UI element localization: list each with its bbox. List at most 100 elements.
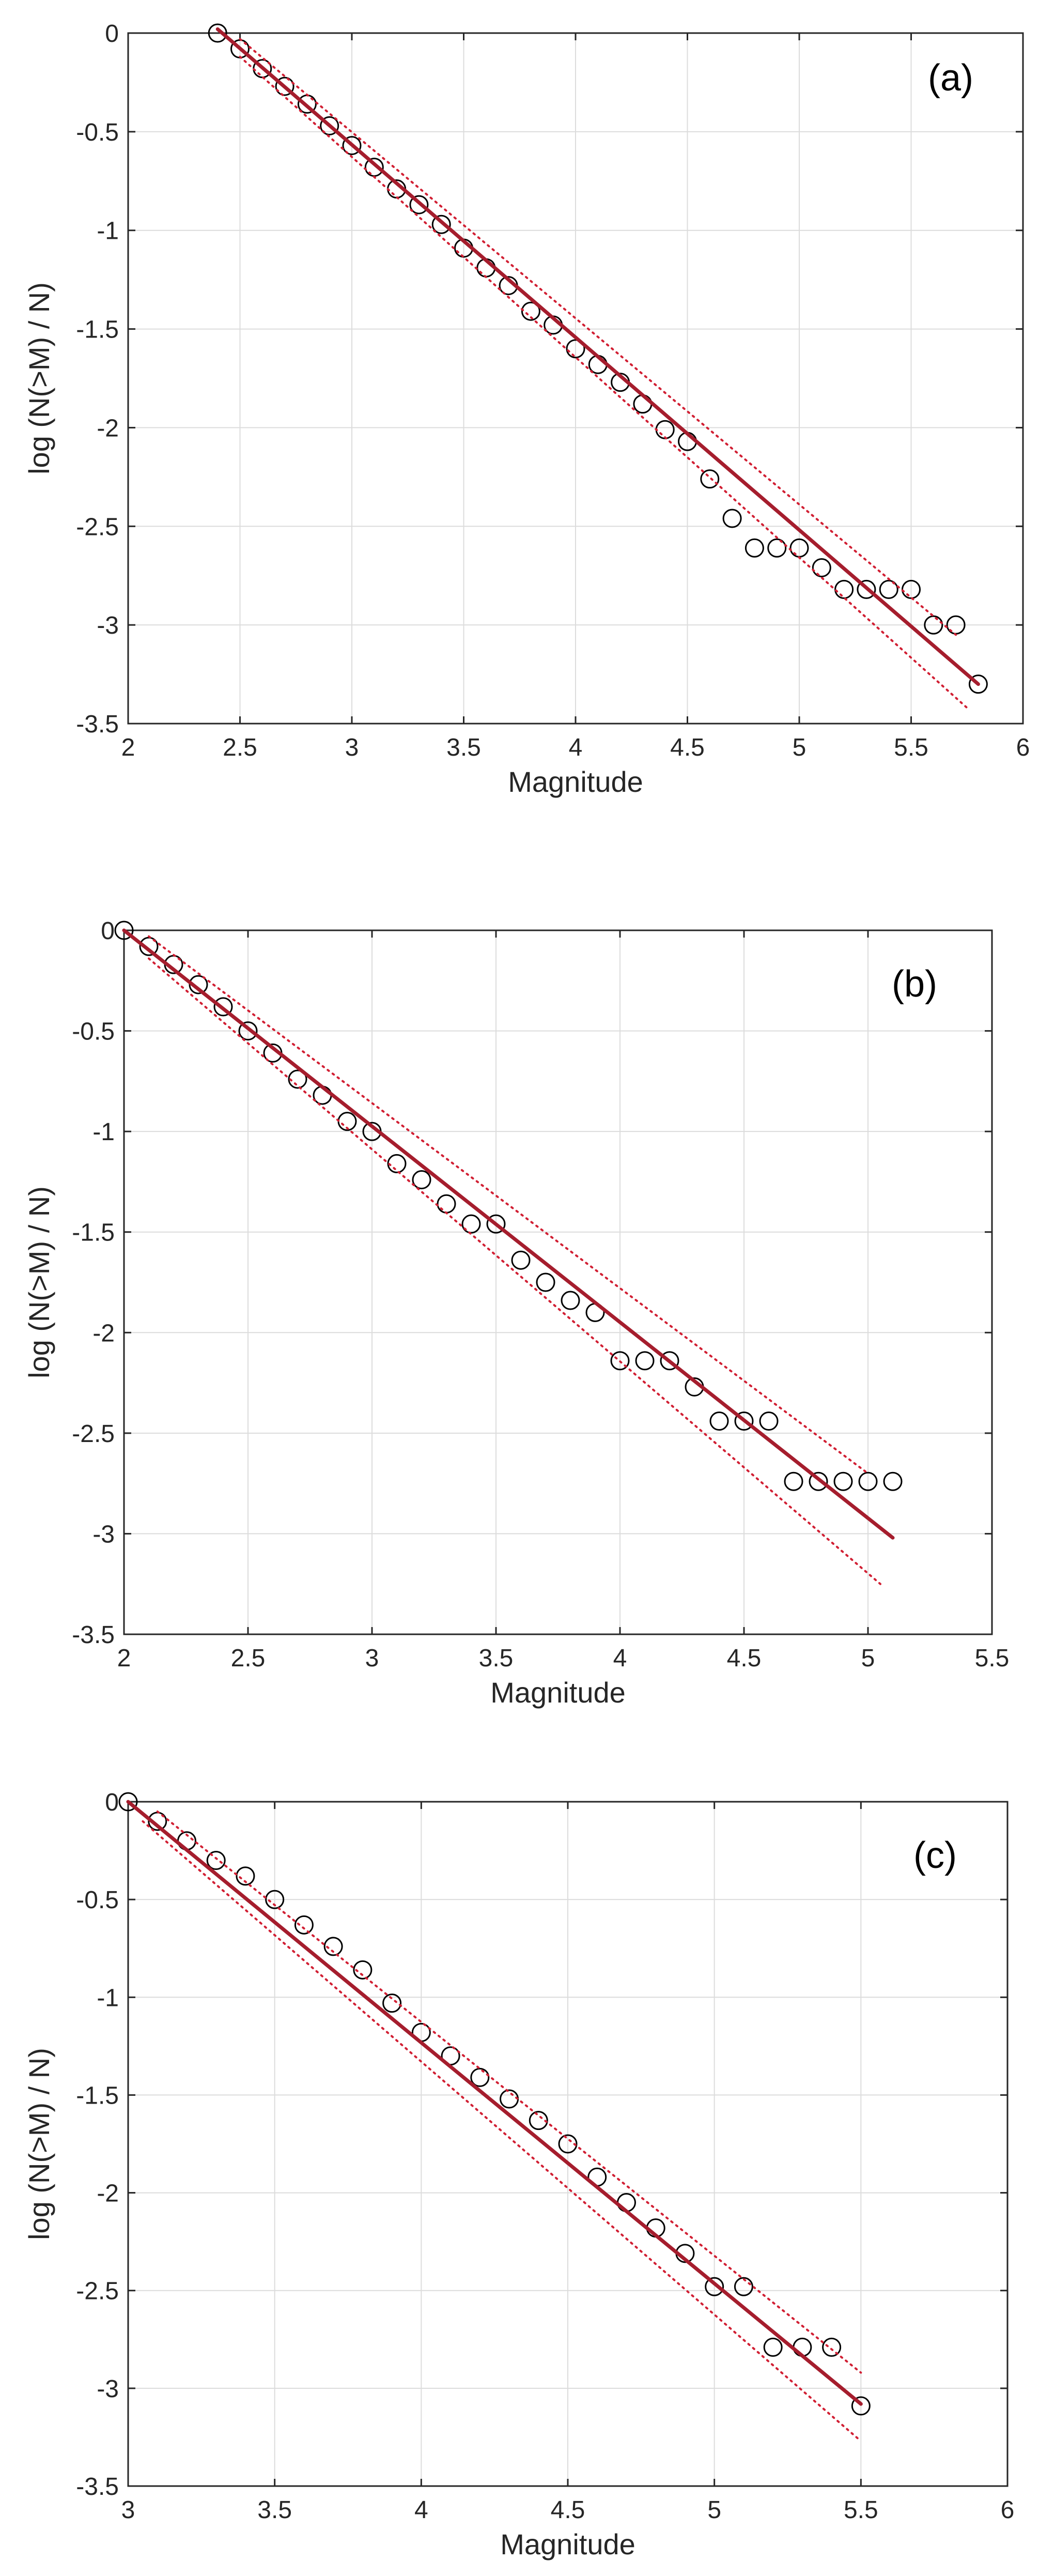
x-tick-label: 5.5 xyxy=(975,1645,1010,1672)
x-tick-label: 5.5 xyxy=(844,2496,878,2524)
y-tick-label: -1.5 xyxy=(72,1219,115,1247)
data-point xyxy=(238,1021,258,1041)
lower-bound-line xyxy=(239,55,968,709)
data-point xyxy=(342,136,362,156)
y-tick-label: -2 xyxy=(97,415,119,442)
data-point xyxy=(809,1471,828,1491)
y-tick-label: -1 xyxy=(92,1118,115,1146)
x-tick-label: 5 xyxy=(793,734,807,761)
y-tick-label: -3.5 xyxy=(72,1621,115,1649)
fit-line xyxy=(215,27,980,686)
data-point xyxy=(968,674,988,694)
x-axis-label: Magnitude xyxy=(490,1676,626,1709)
data-point xyxy=(320,116,339,135)
data-point xyxy=(521,301,540,321)
y-tick-label: -1.5 xyxy=(76,316,119,344)
upper-bound-line xyxy=(239,38,957,636)
y-tick-label: -3 xyxy=(97,612,119,639)
data-point xyxy=(833,1471,853,1491)
chart-panel-3: 3 3.5 4 4.5 5 5.5 6 0 -0.5 -1 -1.5 -2 -2.5 -3 -3.5 Magn… xyxy=(23,1789,1014,2560)
data-point xyxy=(883,1471,903,1491)
x-tick-label: 4 xyxy=(613,1645,627,1672)
y-tick-label: -3.5 xyxy=(76,2473,119,2501)
data-point xyxy=(633,394,653,414)
x-tick-label: 5.5 xyxy=(894,734,928,761)
y-tick-label: -1 xyxy=(97,218,119,245)
y-axis-label: log (N(>M) / N) xyxy=(23,2048,55,2240)
data-point xyxy=(387,1154,407,1173)
y-tick-label: -3.5 xyxy=(76,711,119,738)
data-point xyxy=(655,420,675,439)
x-tick-label: 5 xyxy=(861,1645,875,1672)
data-point xyxy=(412,1170,431,1190)
lower-bound-line xyxy=(142,1820,862,2442)
y-tick-label: -1.5 xyxy=(76,2082,119,2109)
y-tick-label: 0 xyxy=(105,20,119,48)
fit-line xyxy=(126,1800,863,2406)
data-point xyxy=(114,921,134,940)
data-point xyxy=(879,579,898,599)
lower-bound-line xyxy=(148,957,881,1585)
y-tick-label: -2.5 xyxy=(72,1420,115,1448)
x-tick-label: 4 xyxy=(569,734,583,761)
data-point xyxy=(924,615,943,635)
data-point xyxy=(709,1412,729,1431)
y-tick-label: -0.5 xyxy=(76,1887,119,1914)
x-tick-label: 4.5 xyxy=(727,1645,762,1672)
data-point xyxy=(265,1890,285,1909)
data-point xyxy=(461,1214,481,1234)
x-tick-label: 6 xyxy=(1016,734,1030,761)
y-tick-label: -0.5 xyxy=(76,119,119,146)
data-point xyxy=(705,2277,724,2296)
data-point xyxy=(189,975,208,994)
y-axis-label: log (N(>M) / N) xyxy=(23,1186,55,1378)
data-point xyxy=(759,1412,779,1431)
data-point xyxy=(822,2337,842,2357)
data-point xyxy=(660,1351,679,1371)
panel-label: (b) xyxy=(892,963,937,1005)
data-point xyxy=(834,579,854,599)
x-tick-label: 3.5 xyxy=(446,734,481,761)
x-tick-label: 3.5 xyxy=(479,1645,514,1672)
data-point xyxy=(734,1412,754,1431)
x-axis-label: Magnitude xyxy=(500,2528,635,2560)
data-point xyxy=(793,2337,812,2357)
x-tick-label: 3 xyxy=(345,734,359,761)
data-point xyxy=(610,1351,630,1371)
y-tick-label: -2.5 xyxy=(76,2278,119,2305)
chart-panel-2: 2 2.5 3 3.5 4 4.5 5 5.5 0 -0.5 -1 -1.5 -2 -2.5 -3 -3.5 M… xyxy=(23,917,1009,1709)
data-point xyxy=(812,558,831,577)
data-point xyxy=(767,538,787,558)
data-point xyxy=(511,1250,531,1270)
y-tick-label: 0 xyxy=(105,1789,119,1816)
y-tick-label: -2 xyxy=(92,1320,115,1347)
y-axis-label: log (N(>M) / N) xyxy=(23,282,55,474)
data-point xyxy=(857,579,876,599)
x-tick-label: 4.5 xyxy=(551,2496,585,2524)
data-point xyxy=(208,23,227,43)
x-tick-label: 5 xyxy=(707,2496,721,2524)
x-tick-label: 4.5 xyxy=(670,734,705,761)
x-tick-label: 4 xyxy=(414,2496,428,2524)
data-point xyxy=(213,997,233,1017)
data-point xyxy=(486,1214,506,1234)
fit-line xyxy=(122,928,895,1540)
data-point xyxy=(206,1850,226,1870)
data-point xyxy=(118,1792,138,1812)
data-point xyxy=(529,2111,548,2130)
x-tick-label: 2 xyxy=(117,1645,131,1672)
y-tick-label: -0.5 xyxy=(72,1018,115,1046)
x-tick-label: 3 xyxy=(121,2496,135,2524)
axes-box xyxy=(123,929,993,1635)
x-tick-label: 3 xyxy=(365,1645,379,1672)
data-point xyxy=(382,1994,402,2013)
data-point xyxy=(558,2134,578,2154)
y-tick-label: -2 xyxy=(97,2180,119,2207)
chart-panel-1: 2 2.5 3 3.5 4 4.5 5 5.5 6 0 -0.5 -1 -1.5 -2 -2.5 -3 -3.5… xyxy=(23,20,1030,798)
data-point xyxy=(236,1866,255,1886)
data-point xyxy=(288,1069,307,1089)
data-point xyxy=(616,2192,636,2212)
upper-bound-line xyxy=(156,1810,862,2374)
y-tick-label: -3 xyxy=(97,2375,119,2403)
